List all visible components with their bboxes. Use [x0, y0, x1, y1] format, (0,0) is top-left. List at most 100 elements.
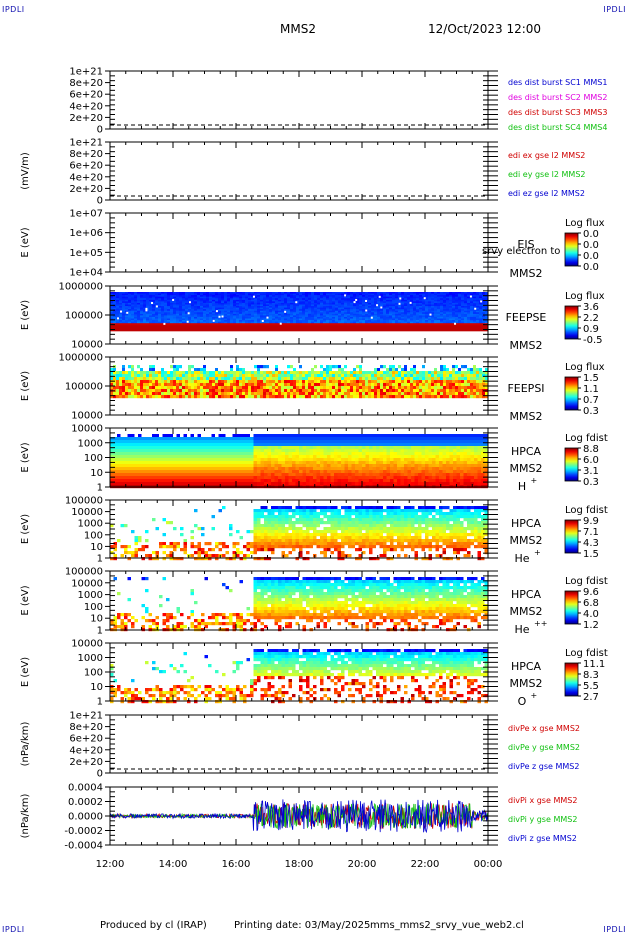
feeps-e-spectrogram	[110, 292, 489, 332]
feeps-i-y-tick-label: 10000	[71, 411, 103, 422]
footer-printing-date: Printing date: 03/May/2025	[234, 920, 371, 931]
divpi-y-tick-label: -0.0002	[64, 826, 103, 837]
hpca-hepp-y-tick-label: 100	[84, 602, 103, 613]
feeps-i-colorbar-label: 1.1	[583, 384, 599, 395]
hpca-he-y-tick-label: 10	[90, 542, 103, 553]
hpca-he-colorbar-label: 7.1	[583, 527, 599, 538]
corner-label-bottom-right: IPDLI	[603, 925, 626, 934]
hpca-he-frame	[109, 499, 498, 559]
divpe-y-tick-label: 0	[97, 769, 103, 780]
hpca-o-species-charge: +	[531, 691, 538, 700]
hpca-hepp-colorbar-label: 1.2	[583, 620, 599, 631]
divpe-y-axis-label: (nPa/km)	[20, 722, 31, 767]
hpca-he-y-tick-label: 100	[84, 530, 103, 541]
edi-e-gse-border	[109, 141, 489, 201]
edi-e-gse-y-tick-label: 8e+20	[69, 149, 103, 160]
divpi-trace-z	[109, 799, 489, 834]
eis-frame	[109, 212, 498, 273]
hpca-hepp-y-tick-label: 10000	[71, 578, 103, 589]
hpca-hepp-spacecraft-label: MMS2	[510, 605, 543, 618]
des-dist-burst-y-tick-label: 6e+20	[69, 90, 103, 101]
feeps-i-colorbar-label: 1.5	[583, 373, 599, 384]
eis-colorbar-title: Log flux	[565, 218, 605, 229]
divpe-legend-entry: divPe z gse MMS2	[508, 762, 579, 771]
hpca-he-spacecraft-label: MMS2	[510, 534, 543, 547]
hpca-h-colorbar-label: 0.3	[583, 477, 599, 488]
hpca-he-species-charge: +	[534, 548, 541, 557]
divpi-y-tick-label: 0.0004	[68, 783, 103, 794]
feeps-e-colorbar-label: 2.2	[583, 313, 599, 324]
hpca-hepp-species-label: He	[514, 623, 529, 636]
eis-colorbar-label: 0.0	[583, 262, 599, 273]
edi-e-gse-frame	[109, 141, 498, 201]
x-tick-label: 12:00	[96, 859, 125, 870]
divpe-legend-entry: divPe x gse MMS2	[508, 724, 580, 733]
date-time-title: 12/Oct/2023 12:00	[428, 22, 542, 36]
eis-y-axis-label: E (eV)	[20, 227, 31, 257]
feeps-e-colorbar-title: Log flux	[565, 291, 605, 302]
divpe-y-tick-label: 8e+20	[69, 722, 103, 733]
feeps-e-low-energy-band	[110, 325, 488, 332]
edi-e-gse-y-tick-label: 4e+20	[69, 172, 103, 183]
hpca-o-y-tick-label: 10000	[71, 639, 103, 650]
hpca-h-colorbar-title: Log fdist	[565, 433, 608, 444]
hpca-hepp-colorbar-title: Log fdist	[565, 576, 608, 587]
des-dist-burst-legend-entry: des dist burst SC4 MMS4	[508, 123, 607, 132]
hpca-he-y-axis-label: E (eV)	[20, 514, 31, 544]
footer-file-name: mms_mms2_srvy_vue_web2.cl	[370, 920, 524, 931]
des-dist-burst-y-tick-label: 4e+20	[69, 101, 103, 112]
feeps-e-spacecraft-label: MMS2	[510, 339, 543, 352]
hpca-h-y-tick-label: 1000	[78, 438, 103, 449]
hpca-hepp-colorbar-label: 9.6	[583, 587, 599, 598]
feeps-e-colorbar-label: 3.6	[583, 302, 599, 313]
hpca-o-colorbar-label: 8.3	[583, 670, 599, 681]
x-tick-label: 20:00	[348, 859, 377, 870]
feeps-e-instrument-label: FEEPSE	[506, 311, 547, 324]
divpe-border	[109, 714, 489, 774]
hpca-h-instrument-label: HPCA	[511, 445, 542, 458]
divpe-y-tick-label: 4e+20	[69, 745, 103, 756]
divpi-y-tick-label: 0.0002	[68, 797, 103, 808]
hpca-he-y-tick-label: 10000	[71, 507, 103, 518]
feeps-i-y-tick-label: 1000000	[58, 353, 103, 364]
hpca-he-colorbar-label: 9.9	[583, 516, 599, 527]
divpe-y-tick-label: 1e+21	[69, 711, 103, 722]
hpca-o-colorbar-title: Log fdist	[565, 648, 608, 659]
corner-label-top-left: IPDLI	[2, 5, 25, 14]
des-dist-burst-frame	[109, 70, 498, 130]
hpca-h-y-axis-label: E (eV)	[20, 442, 31, 472]
x-tick-label: 00:00	[474, 859, 503, 870]
hpca-hepp-spectrogram	[110, 577, 488, 632]
hpca-o-y-tick-label: 1	[97, 697, 103, 708]
feeps-i-colorbar-label: 0.3	[583, 406, 599, 417]
divpe-legend-entry: divPe y gse MMS2	[508, 743, 580, 752]
hpca-he-y-tick-label: 1	[97, 554, 103, 565]
feeps-i-spectrogram	[110, 365, 488, 399]
hpca-h-y-tick-label: 10000	[71, 424, 103, 435]
feeps-i-y-axis-label: E (eV)	[20, 371, 31, 401]
hpca-h-colorbar-label: 8.8	[583, 444, 599, 455]
eis-y-tick-label: 1e+05	[69, 248, 103, 259]
edi-e-gse-y-tick-label: 2e+20	[69, 184, 103, 195]
corner-label-bottom-left: IPDLI	[2, 925, 25, 934]
eis-spacecraft-label: MMS2	[510, 267, 543, 280]
hpca-hepp-instrument-label: HPCA	[511, 588, 542, 601]
hpca-o-colorbar-label: 5.5	[583, 681, 599, 692]
hpca-h-y-tick-label: 100	[84, 453, 103, 464]
footer-producer: Produced by cl (IRAP)	[100, 920, 207, 931]
feeps-i-colorbar-label: 0.7	[583, 395, 599, 406]
edi-e-gse-y-axis-label: (mV/m)	[20, 152, 31, 190]
eis-colorbar	[564, 232, 579, 267]
edi-e-gse-legend-entry: edi ex gse l2 MMS2	[508, 151, 585, 160]
divpi-legend-entry: divPi z gse MMS2	[508, 834, 577, 843]
hpca-h-colorbar	[564, 447, 579, 482]
divpe-y-tick-label: 6e+20	[69, 734, 103, 745]
x-tick-label: 18:00	[285, 859, 314, 870]
feeps-e-colorbar-label: -0.5	[583, 335, 603, 346]
des-dist-burst-legend-entry: des dist burst SC3 MMS3	[508, 108, 607, 117]
des-dist-burst-y-tick-label: 0	[97, 125, 103, 136]
hpca-hepp-y-tick-label: 1	[97, 626, 103, 637]
divpi-legend-entry: divPi y gse MMS2	[508, 815, 577, 824]
hpca-hepp-colorbar	[564, 590, 579, 625]
hpca-hepp-species-charge: ++	[534, 619, 547, 628]
